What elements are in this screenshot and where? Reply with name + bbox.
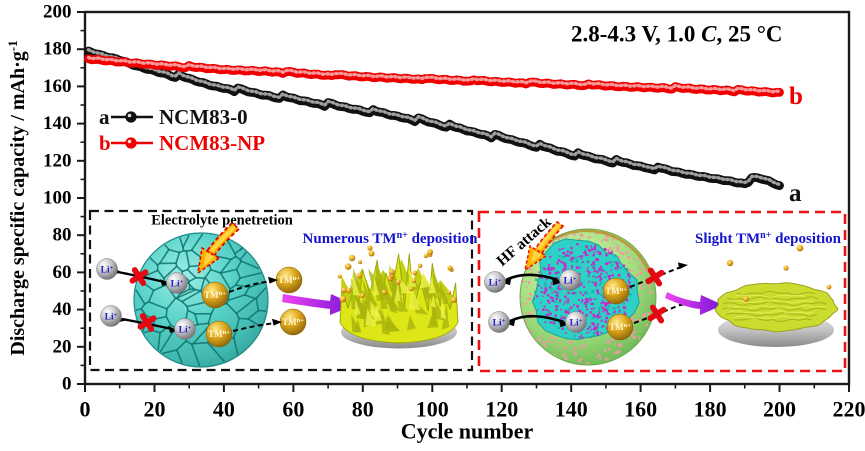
svg-text:120: 120 [43, 150, 72, 171]
svg-text:60: 60 [53, 262, 72, 283]
svg-text:2.8-4.3 V, 1.0 C, 25 °C: 2.8-4.3 V, 1.0 C, 25 °C [571, 22, 783, 47]
svg-text:a: a [789, 180, 802, 207]
svg-text:20: 20 [144, 397, 166, 422]
svg-text:0: 0 [62, 374, 72, 395]
svg-text:b: b [99, 131, 111, 155]
svg-text:180: 180 [694, 397, 727, 422]
svg-text:100: 100 [43, 188, 72, 209]
svg-text:140: 140 [43, 113, 72, 134]
svg-text:Numerous TMn+ deposition: Numerous TMn+ deposition [303, 230, 479, 248]
svg-text:140: 140 [555, 397, 588, 422]
svg-text:20: 20 [53, 336, 72, 357]
svg-text:160: 160 [43, 76, 72, 97]
svg-text:160: 160 [624, 397, 657, 422]
svg-text:40: 40 [213, 397, 235, 422]
svg-text:Electrolyte penetretion: Electrolyte penetretion [151, 213, 293, 229]
svg-text:40: 40 [53, 299, 72, 320]
svg-text:80: 80 [53, 225, 72, 246]
svg-text:b: b [789, 83, 803, 110]
svg-text:NCM83-NP: NCM83-NP [159, 131, 265, 155]
svg-text:0: 0 [80, 397, 91, 422]
svg-text:200: 200 [763, 397, 796, 422]
svg-text:60: 60 [282, 397, 304, 422]
svg-text:80: 80 [352, 397, 374, 422]
svg-text:a: a [99, 105, 110, 129]
svg-text:NCM83-0: NCM83-0 [159, 105, 248, 129]
svg-text:180: 180 [43, 39, 72, 60]
svg-text:200: 200 [43, 2, 72, 23]
svg-text:Discharge specific capacity /: Discharge specific capacity / mAh·g-1 [5, 40, 30, 355]
svg-text:Cycle number: Cycle number [401, 419, 534, 444]
svg-text:220: 220 [833, 397, 865, 422]
